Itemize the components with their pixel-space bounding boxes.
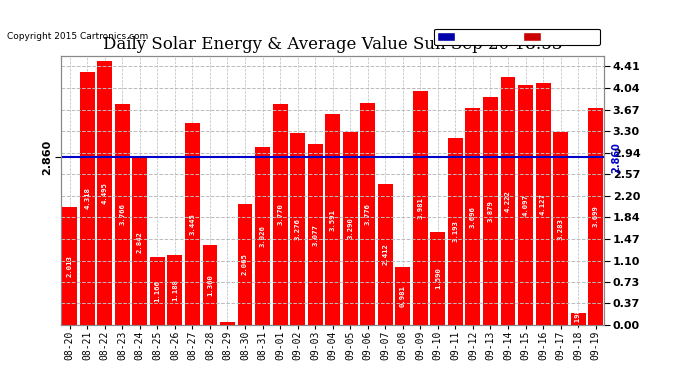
Text: 3.699: 3.699 bbox=[593, 206, 599, 228]
Text: 2.860: 2.860 bbox=[611, 142, 622, 172]
Bar bbox=[395, 267, 411, 325]
Text: 3.776: 3.776 bbox=[365, 203, 371, 225]
Text: 3.766: 3.766 bbox=[119, 204, 126, 225]
Text: 3.591: 3.591 bbox=[330, 209, 335, 231]
Text: 3.193: 3.193 bbox=[453, 220, 458, 242]
Text: 2.013: 2.013 bbox=[67, 255, 72, 277]
Legend: Average  ($), Daily    ($): Average ($), Daily ($) bbox=[434, 28, 600, 45]
Bar bbox=[255, 147, 270, 325]
Bar bbox=[518, 85, 533, 325]
Bar bbox=[290, 133, 305, 325]
Text: 3.026: 3.026 bbox=[259, 225, 266, 247]
Bar bbox=[535, 83, 551, 325]
Bar bbox=[308, 144, 323, 325]
Text: 3.981: 3.981 bbox=[417, 197, 424, 219]
Bar bbox=[80, 72, 95, 325]
Text: 4.495: 4.495 bbox=[101, 182, 108, 204]
Bar bbox=[97, 61, 112, 325]
Text: 4.127: 4.127 bbox=[540, 193, 546, 215]
Bar bbox=[237, 204, 253, 325]
Bar bbox=[185, 123, 200, 325]
Bar bbox=[588, 108, 603, 325]
Bar bbox=[431, 232, 445, 325]
Text: 3.077: 3.077 bbox=[312, 224, 318, 246]
Text: 1.360: 1.360 bbox=[207, 274, 213, 296]
Text: 2.065: 2.065 bbox=[242, 254, 248, 275]
Text: 1.590: 1.590 bbox=[435, 267, 441, 290]
Text: 4.222: 4.222 bbox=[505, 190, 511, 212]
Bar bbox=[325, 114, 340, 325]
Text: 4.318: 4.318 bbox=[84, 188, 90, 209]
Text: 3.879: 3.879 bbox=[487, 200, 493, 222]
Bar bbox=[343, 132, 357, 325]
Text: 4.097: 4.097 bbox=[522, 194, 529, 216]
Bar bbox=[360, 104, 375, 325]
Bar bbox=[413, 92, 428, 325]
Bar bbox=[466, 108, 480, 325]
Bar bbox=[500, 77, 515, 325]
Text: Copyright 2015 Cartronics.com: Copyright 2015 Cartronics.com bbox=[7, 32, 148, 41]
Bar bbox=[273, 104, 288, 325]
Text: 3.770: 3.770 bbox=[277, 204, 283, 225]
Bar bbox=[378, 183, 393, 325]
Bar bbox=[115, 104, 130, 325]
Text: 0.198: 0.198 bbox=[575, 308, 581, 330]
Text: 3.696: 3.696 bbox=[470, 206, 476, 228]
Bar bbox=[168, 255, 182, 325]
Bar bbox=[448, 138, 463, 325]
Bar bbox=[132, 158, 147, 325]
Bar bbox=[202, 245, 217, 325]
Text: 3.445: 3.445 bbox=[190, 213, 195, 235]
Text: 3.276: 3.276 bbox=[295, 218, 301, 240]
Text: 2.412: 2.412 bbox=[382, 243, 388, 265]
Text: 1.166: 1.166 bbox=[155, 280, 160, 302]
Title: Daily Solar Energy & Average Value Sun Sep 20 18:53: Daily Solar Energy & Average Value Sun S… bbox=[103, 36, 562, 54]
Bar bbox=[220, 321, 235, 325]
Bar bbox=[571, 314, 586, 325]
Bar bbox=[150, 256, 165, 325]
Text: 0.981: 0.981 bbox=[400, 285, 406, 307]
Bar bbox=[62, 207, 77, 325]
Bar bbox=[483, 98, 498, 325]
Text: 3.283: 3.283 bbox=[558, 218, 564, 240]
Text: 3.290: 3.290 bbox=[347, 217, 353, 240]
Bar bbox=[553, 132, 568, 325]
Text: 2.842: 2.842 bbox=[137, 231, 143, 253]
Text: 1.188: 1.188 bbox=[172, 279, 178, 301]
